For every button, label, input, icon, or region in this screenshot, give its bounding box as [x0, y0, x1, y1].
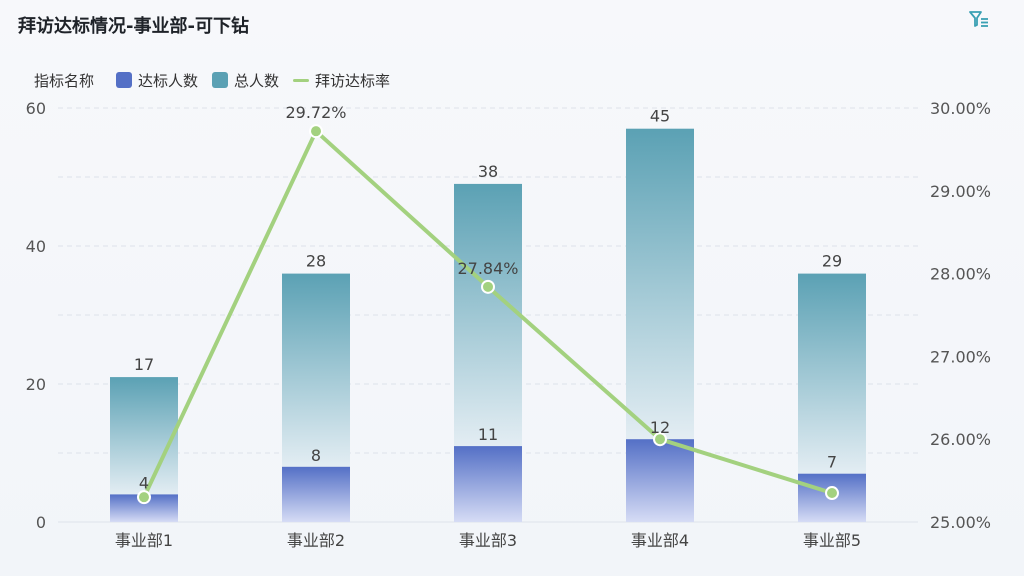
legend-swatch-total: [212, 72, 229, 88]
y-tick-label: 60: [26, 99, 46, 118]
y-axis-right: 25.00% 26.00% 27.00% 28.00% 29.00% 30.00%: [930, 99, 991, 532]
y-tick-label: 20: [26, 375, 46, 394]
data-label-rate: 27.84%: [457, 259, 518, 278]
rate-point: [309, 124, 323, 139]
page-title: 拜访达标情况-事业部-可下钻: [18, 16, 249, 37]
y2-tick-label: 30.00%: [930, 99, 991, 118]
y2-tick-label: 27.00%: [930, 347, 991, 366]
y2-tick-label: 25.00%: [930, 513, 991, 532]
data-label-qualified: 12: [650, 418, 670, 437]
bar-qualified: [454, 446, 522, 522]
bar-total: [110, 377, 178, 495]
x-tick-label: 事业部1: [115, 531, 173, 550]
y-tick-label: 40: [26, 237, 46, 256]
bar-total: [798, 273, 866, 474]
y2-tick-label: 28.00%: [930, 265, 991, 284]
data-label-qualified: 4: [139, 473, 149, 492]
x-axis: 事业部1 事业部2 事业部3 事业部4 事业部5: [115, 531, 861, 550]
data-label-total: 45: [650, 107, 670, 126]
x-tick-label: 事业部4: [631, 531, 689, 550]
legend-item-rate[interactable]: 拜访达标率: [293, 70, 390, 91]
data-labels: 17 4 28 8 38 11 45 12 29 7 29.72% 27.84%: [134, 103, 842, 492]
rate-line: [137, 124, 839, 505]
bar-qualified: [626, 439, 694, 522]
bar-qualified: [282, 466, 350, 522]
y2-tick-label: 29.00%: [930, 182, 991, 201]
y2-tick-label: 26.00%: [930, 430, 991, 449]
bars: [110, 128, 866, 522]
legend-swatch-rate: [293, 78, 310, 82]
data-label-total: 38: [478, 162, 498, 181]
x-tick-label: 事业部5: [803, 531, 861, 550]
data-label-total: 17: [134, 355, 154, 374]
rate-point: [825, 486, 839, 501]
rate-point: [137, 490, 151, 505]
data-label-qualified: 8: [311, 446, 321, 465]
filter-icon[interactable]: [968, 8, 990, 30]
chart-legend: 指标名称 达标人数 总人数 拜访达标率: [34, 70, 404, 90]
x-tick-label: 事业部2: [287, 531, 345, 550]
rate-point: [481, 279, 495, 294]
legend-item-total[interactable]: 总人数: [212, 70, 279, 91]
legend-title: 指标名称: [34, 71, 95, 90]
legend-label-rate: 拜访达标率: [315, 71, 391, 90]
rate-point: [653, 432, 667, 447]
y-tick-label: 0: [36, 513, 46, 532]
legend-label-total: 总人数: [234, 71, 280, 90]
x-tick-label: 事业部3: [459, 531, 517, 550]
legend-label-qualified: 达标人数: [138, 71, 199, 90]
data-label-total: 29: [822, 252, 842, 271]
data-label-total: 28: [306, 252, 326, 271]
data-label-qualified: 7: [827, 453, 837, 472]
legend-item-qualified[interactable]: 达标人数: [116, 70, 198, 91]
y-axis-left: 0 20 40 60: [26, 99, 46, 532]
legend-swatch-qualified: [116, 72, 133, 88]
data-label-rate: 29.72%: [285, 103, 346, 122]
bar-total: [454, 183, 522, 447]
bar-total: [282, 273, 350, 467]
data-label-qualified: 11: [478, 425, 498, 444]
bar-total: [626, 128, 694, 440]
